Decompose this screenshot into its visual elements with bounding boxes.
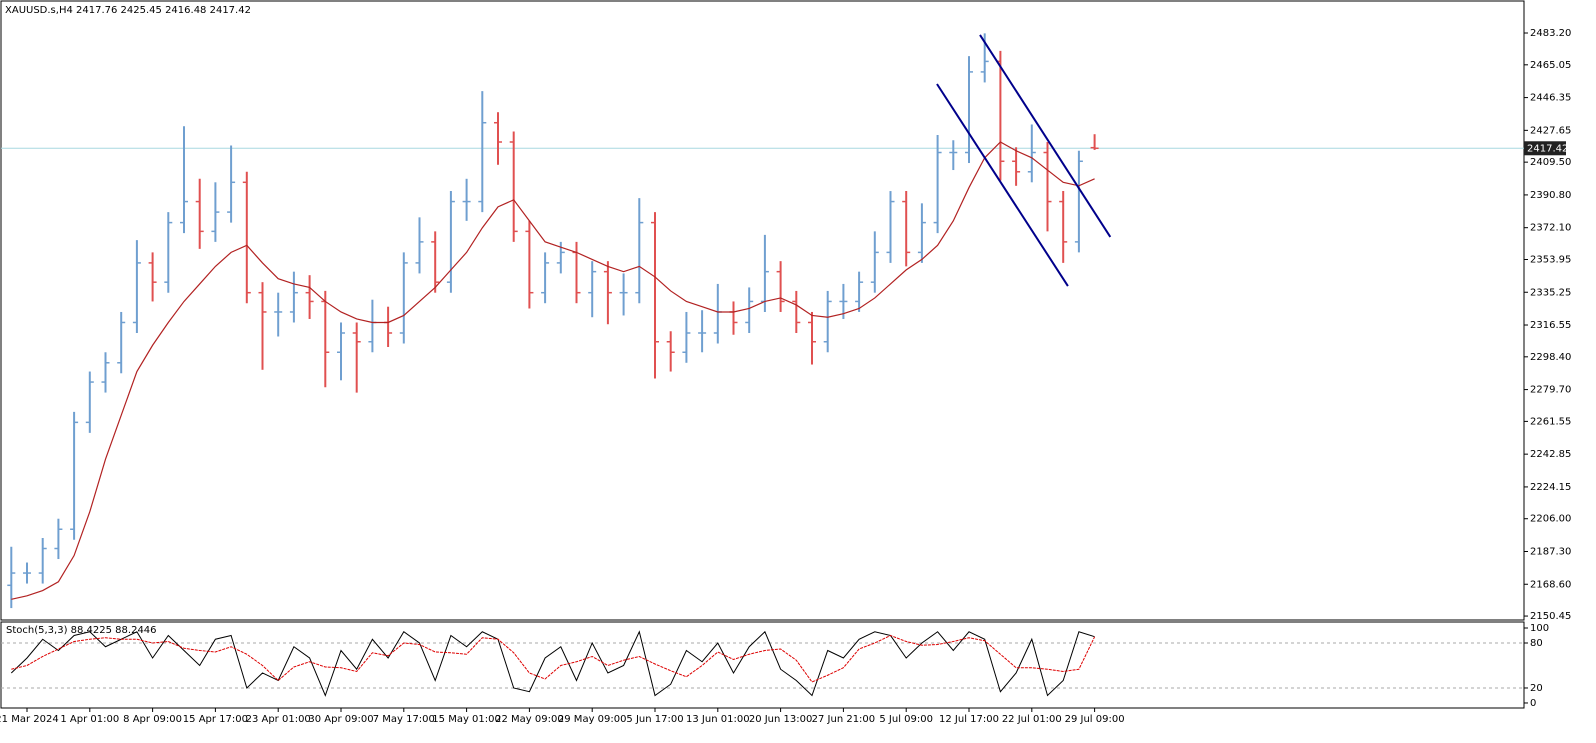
y-tick-label: 2168.60: [1530, 579, 1571, 590]
stoch-line: [11, 634, 1096, 683]
x-tick-label: 5 Jul 09:00: [879, 714, 933, 725]
x-tick-label: 12 Jul 17:00: [939, 714, 999, 725]
stoch-frame: [0, 621, 1525, 709]
x-tick-label: 21 Mar 2024: [0, 714, 59, 725]
y-tick-label: 2261.55: [1530, 416, 1571, 427]
y-tick-label: 80: [1530, 638, 1543, 649]
stoch-line: [10, 630, 1095, 697]
x-tick-label: 29 May 09:00: [558, 714, 627, 725]
x-tick-label: 22 Jul 01:00: [1002, 714, 1062, 725]
x-tick-label: 8 Apr 09:00: [123, 714, 182, 725]
x-tick-label: 22 May 09:00: [495, 714, 564, 725]
chart-title: XAUUSD.s,H4 2417.76 2425.45 2416.48 2417…: [5, 5, 251, 16]
y-tick-label: 2224.15: [1530, 482, 1571, 493]
x-tick-label: 1 Apr 01:00: [60, 714, 119, 725]
channel-line: [936, 83, 1069, 287]
channel-line: [979, 34, 1112, 238]
y-tick-label: 2483.20: [1530, 28, 1571, 39]
x-tick-label: 13 Jun 01:00: [686, 714, 750, 725]
y-tick-label: 2316.55: [1530, 320, 1571, 331]
y-tick-label: 2427.65: [1530, 125, 1571, 136]
moving-average: [11, 141, 1095, 600]
y-tick-label: 2465.05: [1530, 60, 1571, 71]
y-tick-label: 2206.00: [1530, 514, 1571, 525]
y-tick-label: 2187.30: [1530, 546, 1571, 557]
x-tick-label: 27 Jun 21:00: [812, 714, 876, 725]
y-tick-label: 2242.85: [1530, 449, 1571, 460]
x-tick-label: 23 Apr 01:00: [246, 714, 311, 725]
y-tick-label: 0: [1530, 698, 1536, 709]
y-tick-label: 2372.10: [1530, 223, 1571, 234]
y-tick-label: 2279.70: [1530, 385, 1571, 396]
y-tick-label: 2298.40: [1530, 352, 1571, 363]
last-price-label: 2417.42: [1527, 143, 1568, 154]
y-tick-label: 2150.45: [1530, 611, 1571, 622]
y-tick-label: 2335.25: [1530, 287, 1571, 298]
x-tick-label: 15 Apr 17:00: [183, 714, 248, 725]
y-tick-label: 2390.80: [1530, 190, 1571, 201]
last-price-box: [1524, 141, 1566, 156]
y-tick-label: 2446.35: [1530, 93, 1571, 104]
y-tick-label: 2353.95: [1530, 254, 1571, 265]
y-tick-label: 100: [1530, 623, 1549, 634]
x-tick-label: 5 Jun 17:00: [626, 714, 683, 725]
main-frame: [0, 0, 1525, 621]
y-tick-label: 20: [1530, 683, 1543, 694]
x-tick-label: 20 Jun 13:00: [749, 714, 813, 725]
x-tick-label: 29 Jul 09:00: [1065, 714, 1125, 725]
x-tick-label: 30 Apr 09:00: [308, 714, 373, 725]
x-tick-label: 15 May 01:00: [432, 714, 501, 725]
indicator-title: Stoch(5,3,3) 88.4225 88.2446: [6, 625, 157, 636]
x-tick-label: 7 May 17:00: [373, 714, 435, 725]
y-tick-label: 2409.50: [1530, 157, 1571, 168]
